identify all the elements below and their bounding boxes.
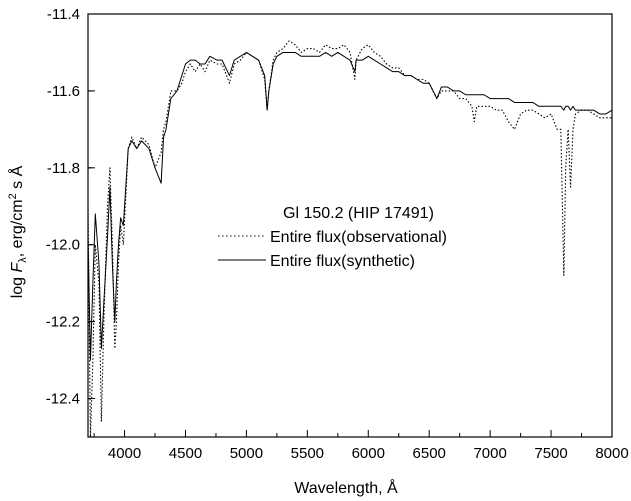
legend-label-observational: Entire flux(observational) xyxy=(270,229,447,246)
x-tick-label: 6000 xyxy=(352,445,385,462)
x-tick-label: 5500 xyxy=(291,445,324,462)
series-line-synthetic xyxy=(88,51,612,361)
y-tick-label: -11.6 xyxy=(47,83,80,100)
x-tick-label: 6500 xyxy=(413,445,446,462)
y-tick-label: -12.4 xyxy=(46,391,80,408)
series-layer xyxy=(88,40,612,437)
y-tick-label: -11.8 xyxy=(47,160,80,177)
y-tick-label: -12.0 xyxy=(46,237,80,254)
x-axis-label: Wavelength, Å xyxy=(294,478,398,497)
legend-heading: Gl 150.2 (HIP 17491) xyxy=(283,205,434,222)
series-line-observational xyxy=(88,40,612,437)
y-tick-label: -12.2 xyxy=(46,314,80,331)
plot-frame xyxy=(87,13,613,438)
y-axis-label: log Fλ, erg/cm2 s Å xyxy=(7,165,29,298)
x-tick-label: 7000 xyxy=(473,445,506,462)
legend-label-synthetic: Entire flux(synthetic) xyxy=(270,253,415,270)
x-tick-label: 7500 xyxy=(534,445,567,462)
axis-tick-labels: 4000 4500 5000 5500 6000 6500 7000 7500 8000 -11.… xyxy=(46,6,629,462)
x-tick-label: 5000 xyxy=(230,445,263,462)
x-tick-label: 4500 xyxy=(169,445,202,462)
axis-ticks xyxy=(88,13,613,437)
x-tick-label: 8000 xyxy=(595,445,628,462)
y-tick-label: -11.4 xyxy=(47,6,80,23)
x-tick-label: 4000 xyxy=(108,445,141,462)
legend: Gl 150.2 (HIP 17491) Entire flux(observa… xyxy=(218,205,447,270)
